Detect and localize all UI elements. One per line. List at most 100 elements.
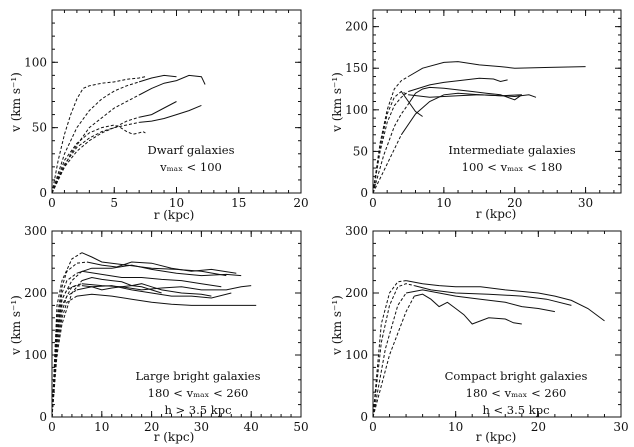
- plot-frame: [372, 230, 622, 418]
- rotation-curve-inner: [372, 292, 407, 418]
- y-tick-label: 0: [360, 410, 368, 424]
- rotation-curve: [81, 283, 252, 291]
- panel-annotation: Large bright galaxies: [135, 369, 260, 383]
- rotation-curve-inner: [372, 103, 409, 194]
- rotation-curve: [86, 261, 237, 274]
- rotation-curve: [406, 289, 555, 313]
- x-tick-label: 0: [48, 196, 56, 210]
- rotation-curve-inner: [51, 121, 140, 194]
- y-tick-label: 300: [24, 224, 47, 238]
- rotation-curve-inner: [372, 76, 409, 194]
- rotation-curve: [138, 74, 206, 96]
- y-tick-label: 200: [345, 286, 368, 300]
- rotation-curve: [400, 92, 522, 136]
- rotation-curve: [414, 293, 522, 325]
- y-tick-label: 50: [32, 121, 47, 135]
- rotation-curve: [76, 264, 242, 277]
- panel-annotation: 180 < vₘₐₓ < 260: [466, 386, 567, 400]
- rotation-curve-inner: [51, 285, 82, 418]
- y-tick-label: 0: [360, 186, 368, 200]
- rotation-curve: [138, 101, 177, 118]
- x-tick-label: 30: [194, 420, 209, 434]
- rotation-curve: [414, 285, 572, 306]
- rotation-curve: [76, 293, 257, 306]
- x-axis-label: r (kpc): [476, 207, 517, 221]
- y-tick-label: 100: [345, 103, 368, 117]
- rotation-curve: [139, 104, 202, 123]
- panel-annotation: Dwarf galaxies: [148, 143, 235, 157]
- rotation-curve-inner: [51, 289, 78, 418]
- rotation-curve-inner: [51, 280, 83, 418]
- x-axis-label: r (kpc): [154, 208, 195, 222]
- rotation-curve-inner: [51, 283, 83, 418]
- rotation-curve-inner: [51, 81, 140, 194]
- x-tick-label: 20: [531, 420, 546, 434]
- panel-annotation: Compact bright galaxies: [445, 369, 588, 383]
- panel-annotation: 100 < vₘₐₓ < 180: [462, 160, 563, 174]
- x-tick-label: 20: [293, 196, 308, 210]
- plot-frame: [51, 230, 302, 418]
- x-tick-label: 10: [94, 420, 109, 434]
- x-tick-label: 50: [293, 420, 308, 434]
- rotation-curve-inner: [51, 116, 140, 194]
- rotation-curve: [408, 61, 586, 77]
- y-axis-label: v (km s⁻¹): [9, 72, 23, 133]
- rotation-curve-inner: [372, 134, 402, 194]
- rotation-curve: [81, 270, 222, 288]
- rotation-curve: [138, 74, 177, 83]
- panel-1: 0 5 10 15 20 0 50 100 r (kpc) v (km s⁻¹) Dwarf gal…: [9, 9, 309, 222]
- x-tick-label: 0: [369, 420, 377, 434]
- y-tick-label: 0: [39, 410, 47, 424]
- x-axis-label: r (kpc): [476, 430, 517, 444]
- x-tick-label: 0: [369, 196, 377, 210]
- y-axis-label: v (km s⁻¹): [330, 72, 344, 133]
- x-tick-label: 15: [231, 196, 246, 210]
- y-tick-label: 200: [345, 20, 368, 34]
- x-axis-label: r (kpc): [154, 430, 195, 444]
- y-tick-label: 100: [24, 348, 47, 362]
- y-axis-label: v (km s⁻¹): [330, 295, 344, 356]
- x-tick-label: 40: [244, 420, 259, 434]
- y-tick-label: 0: [39, 186, 47, 200]
- x-tick-label: 20: [144, 420, 159, 434]
- x-tick-label: 5: [110, 196, 118, 210]
- panel-2: 0 10 20 30 0 50 100 150 200 r (kpc) v (km s⁻¹) Inte…: [330, 9, 622, 221]
- y-tick-label: 100: [24, 55, 47, 69]
- panel-annotation: Intermediate galaxies: [448, 143, 575, 157]
- rotation-curve: [407, 86, 523, 105]
- panel-annotation: h < 3.5 kpc: [482, 403, 549, 417]
- y-tick-label: 200: [24, 286, 47, 300]
- rotation-curve-inner: [51, 252, 83, 418]
- rotation-curve: [81, 276, 162, 294]
- rotation-curve: [400, 91, 423, 117]
- rotation-curve: [76, 285, 232, 299]
- y-tick-label: 100: [345, 348, 368, 362]
- x-tick-label: 0: [48, 420, 56, 434]
- x-tick-label: 10: [169, 196, 184, 210]
- rotation-curve-inner: [372, 91, 409, 194]
- rotation-curve: [406, 280, 605, 322]
- rotation-curve-inner: [51, 124, 146, 194]
- rotation-curve-inner: [51, 94, 140, 194]
- x-tick-label: 30: [578, 196, 593, 210]
- x-tick-label: 30: [613, 420, 628, 434]
- rotation-curve: [408, 77, 508, 92]
- rotation-curve-inner: [51, 76, 146, 194]
- panel-annotation: 180 < vₘₐₓ < 260: [148, 386, 249, 400]
- x-tick-label: 20: [507, 196, 522, 210]
- rotation-curve-inner: [372, 90, 409, 194]
- rotation-curve: [81, 283, 212, 297]
- y-tick-label: 300: [345, 224, 368, 238]
- y-axis-label: v (km s⁻¹): [9, 295, 23, 356]
- panel-annotation: h > 3.5 kpc: [164, 403, 231, 417]
- y-tick-label: 150: [345, 61, 368, 75]
- panel-3: 0 10 20 30 40 50 0 100 200 300 r (kpc) v (km s⁻¹) La…: [9, 224, 309, 444]
- rotation-curve-inner: [372, 280, 407, 418]
- rotation-curve-inner: [372, 295, 415, 418]
- panel-annotation: vₘₐₓ < 100: [159, 160, 222, 174]
- x-tick-label: 10: [448, 420, 463, 434]
- rotation-curve-inner: [372, 283, 415, 418]
- x-tick-label: 10: [436, 196, 451, 210]
